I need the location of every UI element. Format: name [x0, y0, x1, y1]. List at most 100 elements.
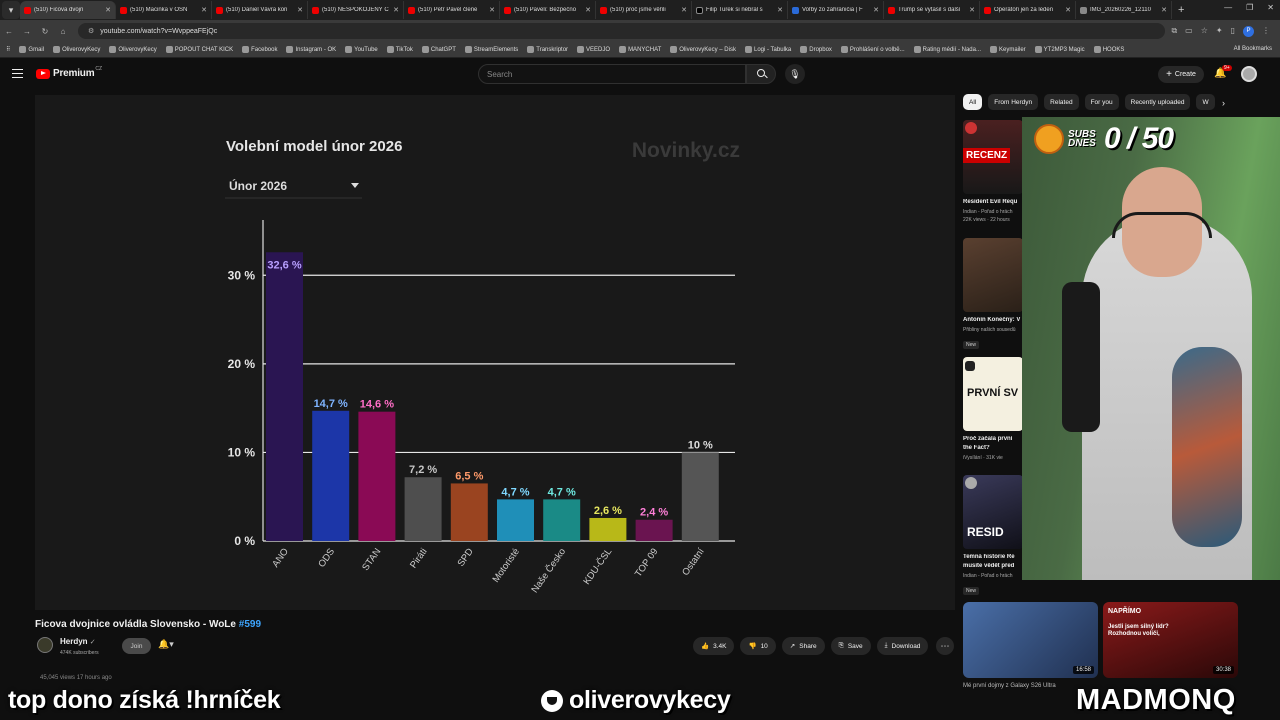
- youtube-logo[interactable]: Premium CZ: [36, 66, 102, 79]
- notifications-icon[interactable]: 🔔: [1214, 68, 1227, 79]
- rec-item[interactable]: PRVNÍ SV Proč začala první the Fact? iVy…: [963, 357, 1023, 461]
- bookmark-item[interactable]: Rating médií - Nada...: [913, 46, 981, 53]
- download-button[interactable]: ⤓ Download: [876, 637, 929, 655]
- filter-chip[interactable]: Related: [1044, 94, 1079, 110]
- screen-icon[interactable]: ▭: [1185, 25, 1193, 35]
- back-icon[interactable]: ←: [5, 26, 13, 36]
- all-bookmarks-link[interactable]: All Bookmarks: [1233, 46, 1272, 52]
- maximize-icon[interactable]: ❐: [1246, 3, 1254, 12]
- period-dropdown-value[interactable]: Únor 2026: [229, 178, 287, 193]
- search-button[interactable]: [746, 64, 776, 84]
- dislike-button[interactable]: 👎 10: [740, 637, 776, 655]
- chevron-right-icon[interactable]: ›: [1222, 98, 1225, 108]
- tab-close-icon[interactable]: ✕: [969, 7, 975, 14]
- bookmark-item[interactable]: HOOKS: [1093, 46, 1124, 53]
- site-info-icon[interactable]: ⚙: [88, 28, 95, 35]
- tab-close-icon[interactable]: ✕: [585, 7, 591, 14]
- video-hashtag[interactable]: #599: [238, 619, 262, 630]
- bookmark-item[interactable]: MANYCHAT: [619, 46, 661, 53]
- rec-item[interactable]: Antonín Konečný: V Přibliny našich souse…: [963, 238, 1023, 351]
- browser-tab[interactable]: Operátoři jen za leden ✕: [980, 1, 1076, 19]
- share-button[interactable]: ↗ Share: [781, 637, 825, 655]
- bookmark-item[interactable]: Transkriptor: [527, 46, 568, 53]
- browser-tab[interactable]: Trump se vytasil s další ✕: [884, 1, 980, 19]
- browser-tab[interactable]: (510) Ficova dvojn ✕: [20, 1, 116, 19]
- browser-tab[interactable]: (510) NESPOKOJENÝ Č ✕: [308, 1, 404, 19]
- browser-tab[interactable]: (510) Paveli: Bezpečno ✕: [500, 1, 596, 19]
- tab-close-icon[interactable]: ✕: [201, 7, 207, 14]
- rec-bottom-caption[interactable]: Mé první dojmy z Galaxy S26 Ultra: [963, 683, 1056, 689]
- rec-thumbnail[interactable]: RECENZ: [963, 120, 1023, 194]
- new-tab-button[interactable]: +: [1178, 4, 1185, 16]
- filter-chip[interactable]: W: [1196, 94, 1215, 110]
- rec-thumbnail[interactable]: [963, 238, 1023, 312]
- bookmark-item[interactable]: Prohlášení o volbě...: [840, 46, 905, 53]
- save-button[interactable]: ⎘ Save: [830, 637, 871, 655]
- create-button[interactable]: + Create: [1158, 66, 1204, 83]
- rec-thumbnail[interactable]: RESID: [963, 475, 1023, 549]
- tab-close-icon[interactable]: ✕: [489, 7, 495, 14]
- chevron-down-icon[interactable]: [351, 183, 359, 188]
- browser-tab[interactable]: Filip Turek si nebral s ✕: [692, 1, 788, 19]
- tab-close-icon[interactable]: ✕: [297, 7, 303, 14]
- bookmark-item[interactable]: Logi - Tabulka: [744, 46, 791, 53]
- bookmark-item[interactable]: Keymailer: [989, 46, 1026, 53]
- browser-tab[interactable]: (510) Petr Pavel člene ✕: [404, 1, 500, 19]
- rec-title[interactable]: Antonín Konečný: V: [963, 317, 1021, 323]
- bookmark-item[interactable]: OliverovyKecy: [109, 46, 157, 53]
- like-button[interactable]: 👍 3.4K: [693, 637, 735, 655]
- tab-close-icon[interactable]: ✕: [1065, 7, 1071, 14]
- bookmark-item[interactable]: Instagram - OK: [286, 46, 336, 53]
- filter-chip[interactable]: Recently uploaded: [1124, 94, 1191, 110]
- close-window-icon[interactable]: ✕: [1267, 3, 1274, 12]
- more-actions-icon[interactable]: ⋯: [936, 637, 954, 655]
- star-icon[interactable]: ☆: [1200, 25, 1208, 35]
- browser-tab[interactable]: (510) Daniel Vávra kon ✕: [212, 1, 308, 19]
- minimize-icon[interactable]: —: [1224, 3, 1233, 12]
- bookmark-item[interactable]: YouTube: [345, 46, 378, 53]
- video-player[interactable]: Volební model únor 2026 Novinky.cz Únor …: [35, 95, 955, 610]
- rec-item[interactable]: RECENZ Resident Evil Requ Indian - Pořad…: [963, 120, 1023, 223]
- browser-tab[interactable]: Voľby zo zahraničia | F ✕: [788, 1, 884, 19]
- rec-item[interactable]: RESID Temná historie Re musíte vědět pře…: [963, 475, 1023, 597]
- rec-title[interactable]: Proč začala první: [963, 436, 1013, 442]
- mic-icon[interactable]: 🎙: [785, 64, 805, 84]
- tab-close-icon[interactable]: ✕: [873, 7, 879, 14]
- extensions-icon[interactable]: ✦: [1215, 25, 1223, 35]
- bookmark-item[interactable]: Facebook: [242, 46, 277, 53]
- tab-search-button[interactable]: ▾: [2, 1, 20, 19]
- bookmark-item[interactable]: OliverovyKecy – Disk: [670, 46, 736, 53]
- bookmark-item[interactable]: OliverovyKecy: [53, 46, 100, 53]
- rec-title[interactable]: Temná historie Re: [963, 554, 1015, 560]
- search-input[interactable]: Search: [478, 64, 746, 84]
- menu-dots-icon[interactable]: ⋮: [1262, 25, 1270, 35]
- forward-icon[interactable]: →: [23, 26, 31, 36]
- profile-avatar[interactable]: P: [1243, 25, 1254, 37]
- bookmark-item[interactable]: TikTok: [386, 46, 413, 53]
- tab-close-icon[interactable]: ✕: [393, 7, 399, 14]
- tab-close-icon[interactable]: ✕: [1161, 7, 1167, 14]
- subscribe-bell-icon[interactable]: 🔔▾: [158, 639, 174, 649]
- filter-chip[interactable]: From Herdyn: [988, 94, 1039, 110]
- bookmark-item[interactable]: VEEDJO: [577, 46, 610, 53]
- rec-thumbnail[interactable]: PRVNÍ SV: [963, 357, 1023, 431]
- tab-close-icon[interactable]: ✕: [105, 7, 111, 14]
- reload-icon[interactable]: ↻: [41, 26, 49, 36]
- bookmark-item[interactable]: POPOUT CHAT KICK: [165, 46, 233, 53]
- bookmark-item[interactable]: StreamElements: [464, 46, 518, 53]
- menu-icon[interactable]: [12, 69, 23, 78]
- browser-tab[interactable]: (510) proč jsme věřili ✕: [596, 1, 692, 19]
- browser-tab[interactable]: (510) Macinka v OSN ✕: [116, 1, 212, 19]
- channel-name[interactable]: Herdyn ✓: [60, 637, 96, 646]
- channel-avatar[interactable]: [37, 637, 53, 653]
- account-avatar[interactable]: [1241, 66, 1257, 82]
- bookmark-item[interactable]: ChatGPT: [421, 46, 456, 53]
- browser-tab[interactable]: IMG_20260226_12110 ✕: [1076, 1, 1172, 19]
- bookmark-item[interactable]: Dropbox: [800, 46, 832, 53]
- filter-chip[interactable]: All: [963, 94, 983, 110]
- bookmark-item[interactable]: Gmail: [19, 46, 44, 53]
- filter-chip[interactable]: For you: [1084, 94, 1119, 110]
- rec-title[interactable]: Resident Evil Requ: [963, 199, 1018, 205]
- rec-bottom-item[interactable]: 16:58: [963, 602, 1098, 678]
- home-icon[interactable]: ⌂: [60, 26, 66, 36]
